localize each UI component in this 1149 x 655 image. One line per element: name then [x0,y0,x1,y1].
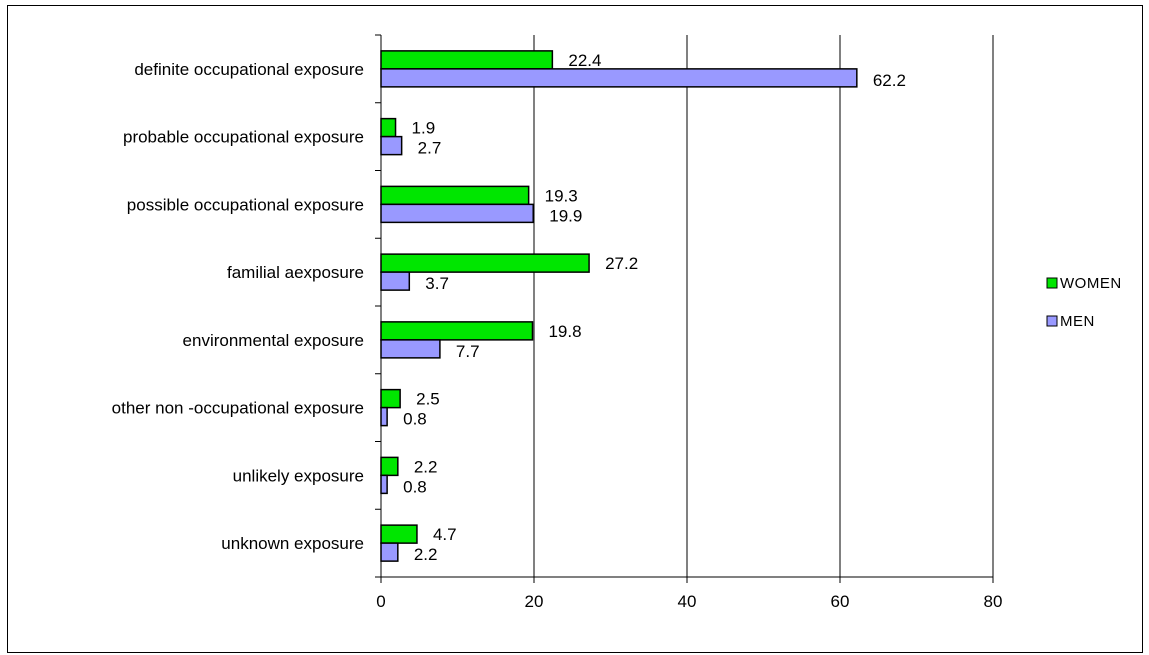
x-tick-label: 20 [525,592,544,611]
x-tick-label: 80 [984,592,1003,611]
bar-women [380,388,401,409]
data-label-men: 2.7 [418,139,442,158]
data-label-men: 2.2 [414,545,438,564]
data-label-women: 2.5 [416,390,440,409]
data-labels: 22.462.21.92.719.319.927.23.719.87.72.50… [403,51,906,564]
bar-women [380,524,418,544]
data-label-men: 3.7 [425,274,449,293]
category-label: probable occupational exposure [123,128,364,147]
category-labels: definite occupational exposure probable o… [112,60,364,553]
chart-frame [7,5,1143,653]
legend-swatch-women [1046,277,1058,289]
legend: WOMEN MEN [1046,275,1122,330]
bar-men [380,135,403,156]
bar-women [380,117,397,138]
axes [375,34,994,583]
legend-label-men: MEN [1060,313,1095,330]
data-label-men: 0.8 [403,410,427,429]
bar-men [380,339,441,359]
bar-women [380,185,530,206]
bar-men [380,474,388,495]
bar-women [380,321,534,341]
data-label-women: 22.4 [568,51,601,70]
data-label-men: 7.7 [456,342,480,361]
category-label: possible occupational exposure [127,195,364,214]
data-label-men: 62.2 [873,71,906,90]
x-tick-label: 0 [376,592,385,611]
category-label: other non -occupational exposure [112,399,364,418]
bar-men [380,203,534,224]
data-label-women: 19.8 [548,322,581,341]
category-label: familial aexposure [227,263,364,282]
bar-women [380,456,399,477]
bar-men [380,68,858,88]
bar-women [380,50,554,70]
data-label-women: 4.7 [433,525,457,544]
category-label: definite occupational exposure [134,60,364,79]
bar-men [380,542,399,562]
category-label: environmental exposure [183,331,364,350]
legend-label-women: WOMEN [1060,275,1122,292]
data-label-men: 0.8 [403,477,427,496]
data-label-women: 1.9 [412,119,436,138]
data-label-women: 27.2 [605,254,638,273]
x-tick-label: 40 [678,592,697,611]
category-label: unlikely exposure [233,466,364,485]
x-tick-label: 60 [831,592,850,611]
gridlines [533,35,994,577]
data-label-men: 19.9 [549,206,582,225]
x-tick-labels: 0 20 40 60 80 [376,592,1002,611]
bar-men [380,406,388,427]
data-label-women: 19.3 [545,186,578,205]
bar-women [380,253,590,273]
bars [380,50,858,562]
bar-men [380,271,411,291]
category-label: unknown exposure [221,534,364,553]
data-label-women: 2.2 [414,457,438,476]
legend-swatch-men [1046,315,1058,327]
